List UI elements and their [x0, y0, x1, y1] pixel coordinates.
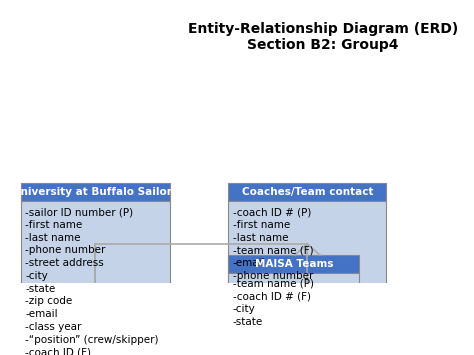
Text: -email: -email: [233, 258, 265, 268]
FancyBboxPatch shape: [228, 255, 359, 273]
Text: -first name: -first name: [26, 220, 83, 230]
Text: -street address: -street address: [26, 258, 104, 268]
Text: -phone number: -phone number: [233, 271, 313, 281]
Text: Entity-Relationship Diagram (ERD): Entity-Relationship Diagram (ERD): [188, 22, 458, 36]
Text: -class year: -class year: [26, 322, 82, 332]
FancyBboxPatch shape: [228, 201, 386, 287]
Text: -first name: -first name: [233, 220, 290, 230]
Text: -coach ID (F): -coach ID (F): [26, 347, 91, 355]
Text: -team name (F): -team name (F): [233, 245, 314, 255]
Text: -zip code: -zip code: [26, 296, 73, 306]
Text: -email: -email: [26, 309, 58, 319]
FancyBboxPatch shape: [21, 201, 170, 355]
Text: -city: -city: [233, 304, 255, 314]
Text: University at Buffalo Sailors: University at Buffalo Sailors: [12, 187, 178, 197]
Text: Coaches/Team contact: Coaches/Team contact: [242, 187, 373, 197]
FancyBboxPatch shape: [228, 184, 386, 201]
Text: -last name: -last name: [233, 233, 289, 242]
Text: -phone number: -phone number: [26, 245, 106, 255]
Text: -team name (P): -team name (P): [233, 279, 314, 289]
Text: -last name: -last name: [26, 233, 81, 242]
Text: -coach ID # (F): -coach ID # (F): [233, 291, 311, 301]
Text: -“position” (crew/skipper): -“position” (crew/skipper): [26, 335, 159, 345]
Text: -state: -state: [26, 284, 56, 294]
Text: MAISA Teams: MAISA Teams: [255, 259, 333, 269]
FancyBboxPatch shape: [21, 184, 170, 201]
Text: -state: -state: [233, 317, 263, 327]
Text: -coach ID # (P): -coach ID # (P): [233, 207, 311, 217]
FancyBboxPatch shape: [228, 273, 359, 333]
Text: -city: -city: [26, 271, 48, 281]
Text: Section B2: Group4: Section B2: Group4: [247, 38, 399, 52]
Text: -sailor ID number (P): -sailor ID number (P): [26, 207, 134, 217]
